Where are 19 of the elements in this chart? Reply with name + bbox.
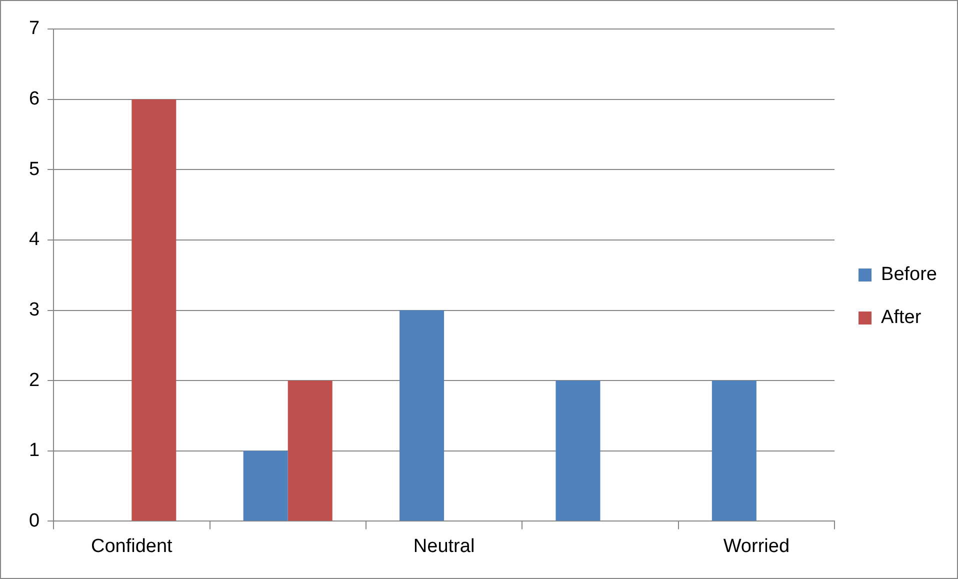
legend-label: After [881,307,922,328]
y-tick-label: 7 [28,18,40,40]
bar [288,380,332,521]
bar [712,380,756,521]
x-tick-label: Worried [723,536,790,557]
y-tick-label: 3 [28,299,40,320]
y-tick-label: 0 [28,510,40,532]
bar [243,450,288,521]
y-tick-label: 1 [28,440,40,462]
y-tick-label: 2 [28,370,40,391]
bar [556,380,600,521]
y-tick-label: 5 [28,158,40,180]
x-tick-label: Confident [90,536,174,557]
bar [400,310,444,521]
y-tick-label: 6 [28,88,40,110]
x-tick-label: Neutral [413,536,475,557]
y-tick-label: 4 [28,229,40,250]
bar [132,99,176,521]
legend-label: Before [881,264,938,286]
